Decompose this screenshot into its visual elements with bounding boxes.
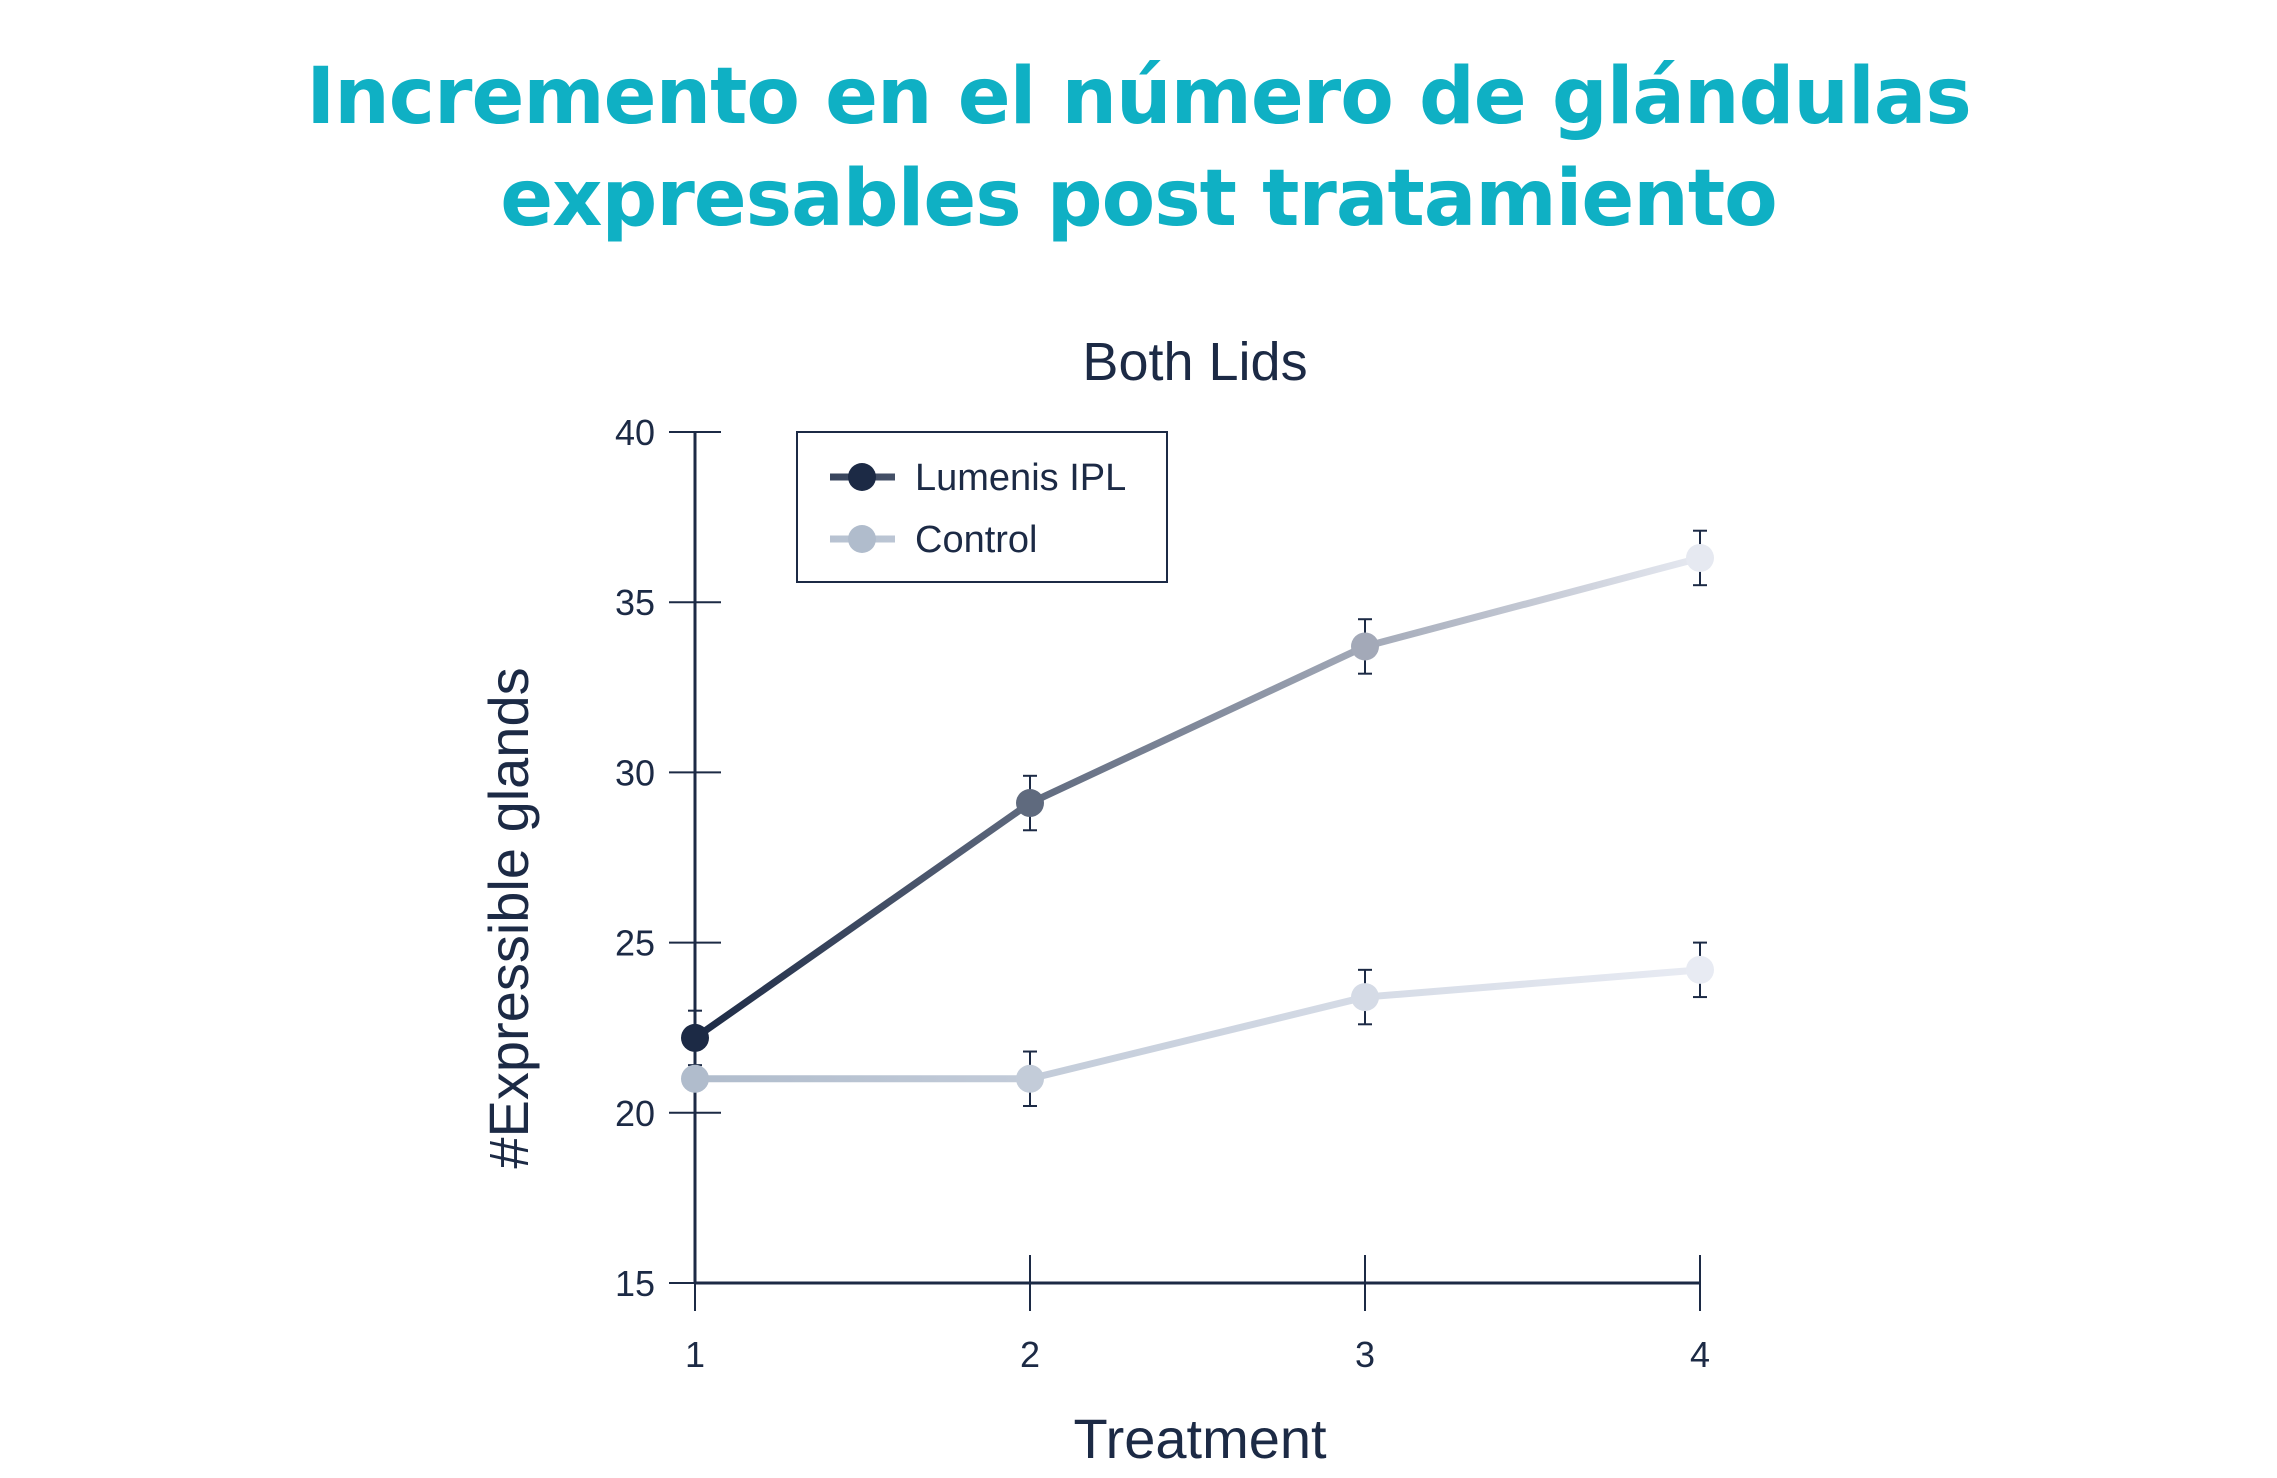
x-axis-title: Treatment	[1073, 1407, 1327, 1470]
data-point-control-4	[1686, 955, 1714, 984]
x-tick-label-4: 4	[1690, 1334, 1710, 1375]
y-axis: 15 20 25 30 35 40	[615, 412, 721, 1304]
legend-label-lumenis-ipl: Lumenis IPL	[915, 457, 1126, 499]
x-tick-label-2: 2	[1020, 1334, 1040, 1375]
data-point-lumenis-ipl-4	[1686, 543, 1714, 572]
data-point-lumenis-ipl-2	[1016, 789, 1044, 818]
legend-marker-control	[848, 525, 876, 553]
data-point-lumenis-ipl-1	[681, 1023, 709, 1052]
y-tick-label-30: 30	[615, 752, 655, 793]
series-lines	[691, 554, 1704, 1083]
y-tick-label-25: 25	[615, 923, 655, 964]
slide-title-line-1: Incremento en el número de glándulas	[306, 52, 1972, 142]
legend-marker-lumenis-ipl	[848, 463, 876, 491]
legend: Lumenis IPL Control	[796, 431, 1168, 583]
series-line-control	[691, 966, 1704, 1083]
x-axis: 1 2 3 4	[685, 1255, 1710, 1375]
error-bars	[688, 529, 1707, 1107]
legend-label-control: Control	[915, 519, 1038, 561]
data-point-lumenis-ipl-3	[1351, 632, 1379, 661]
x-tick-label-3: 3	[1355, 1334, 1375, 1375]
y-tick-label-20: 20	[615, 1093, 655, 1134]
chart-title: Both Lids	[1082, 332, 1307, 392]
series-points	[681, 543, 1714, 1093]
x-tick-label-1: 1	[685, 1334, 705, 1375]
y-tick-label-15: 15	[615, 1263, 655, 1304]
series-line-lumenis-ipl	[691, 554, 1704, 1042]
data-point-control-3	[1351, 983, 1379, 1012]
y-axis-title: #Expressible glands	[477, 667, 540, 1168]
y-tick-label-40: 40	[615, 412, 655, 453]
data-point-control-2	[1016, 1064, 1044, 1093]
legend-box	[796, 431, 1168, 583]
y-tick-label-35: 35	[615, 582, 655, 623]
data-point-control-1	[681, 1064, 709, 1093]
slide-title-line-2: expresables post tratamiento	[500, 154, 1777, 244]
